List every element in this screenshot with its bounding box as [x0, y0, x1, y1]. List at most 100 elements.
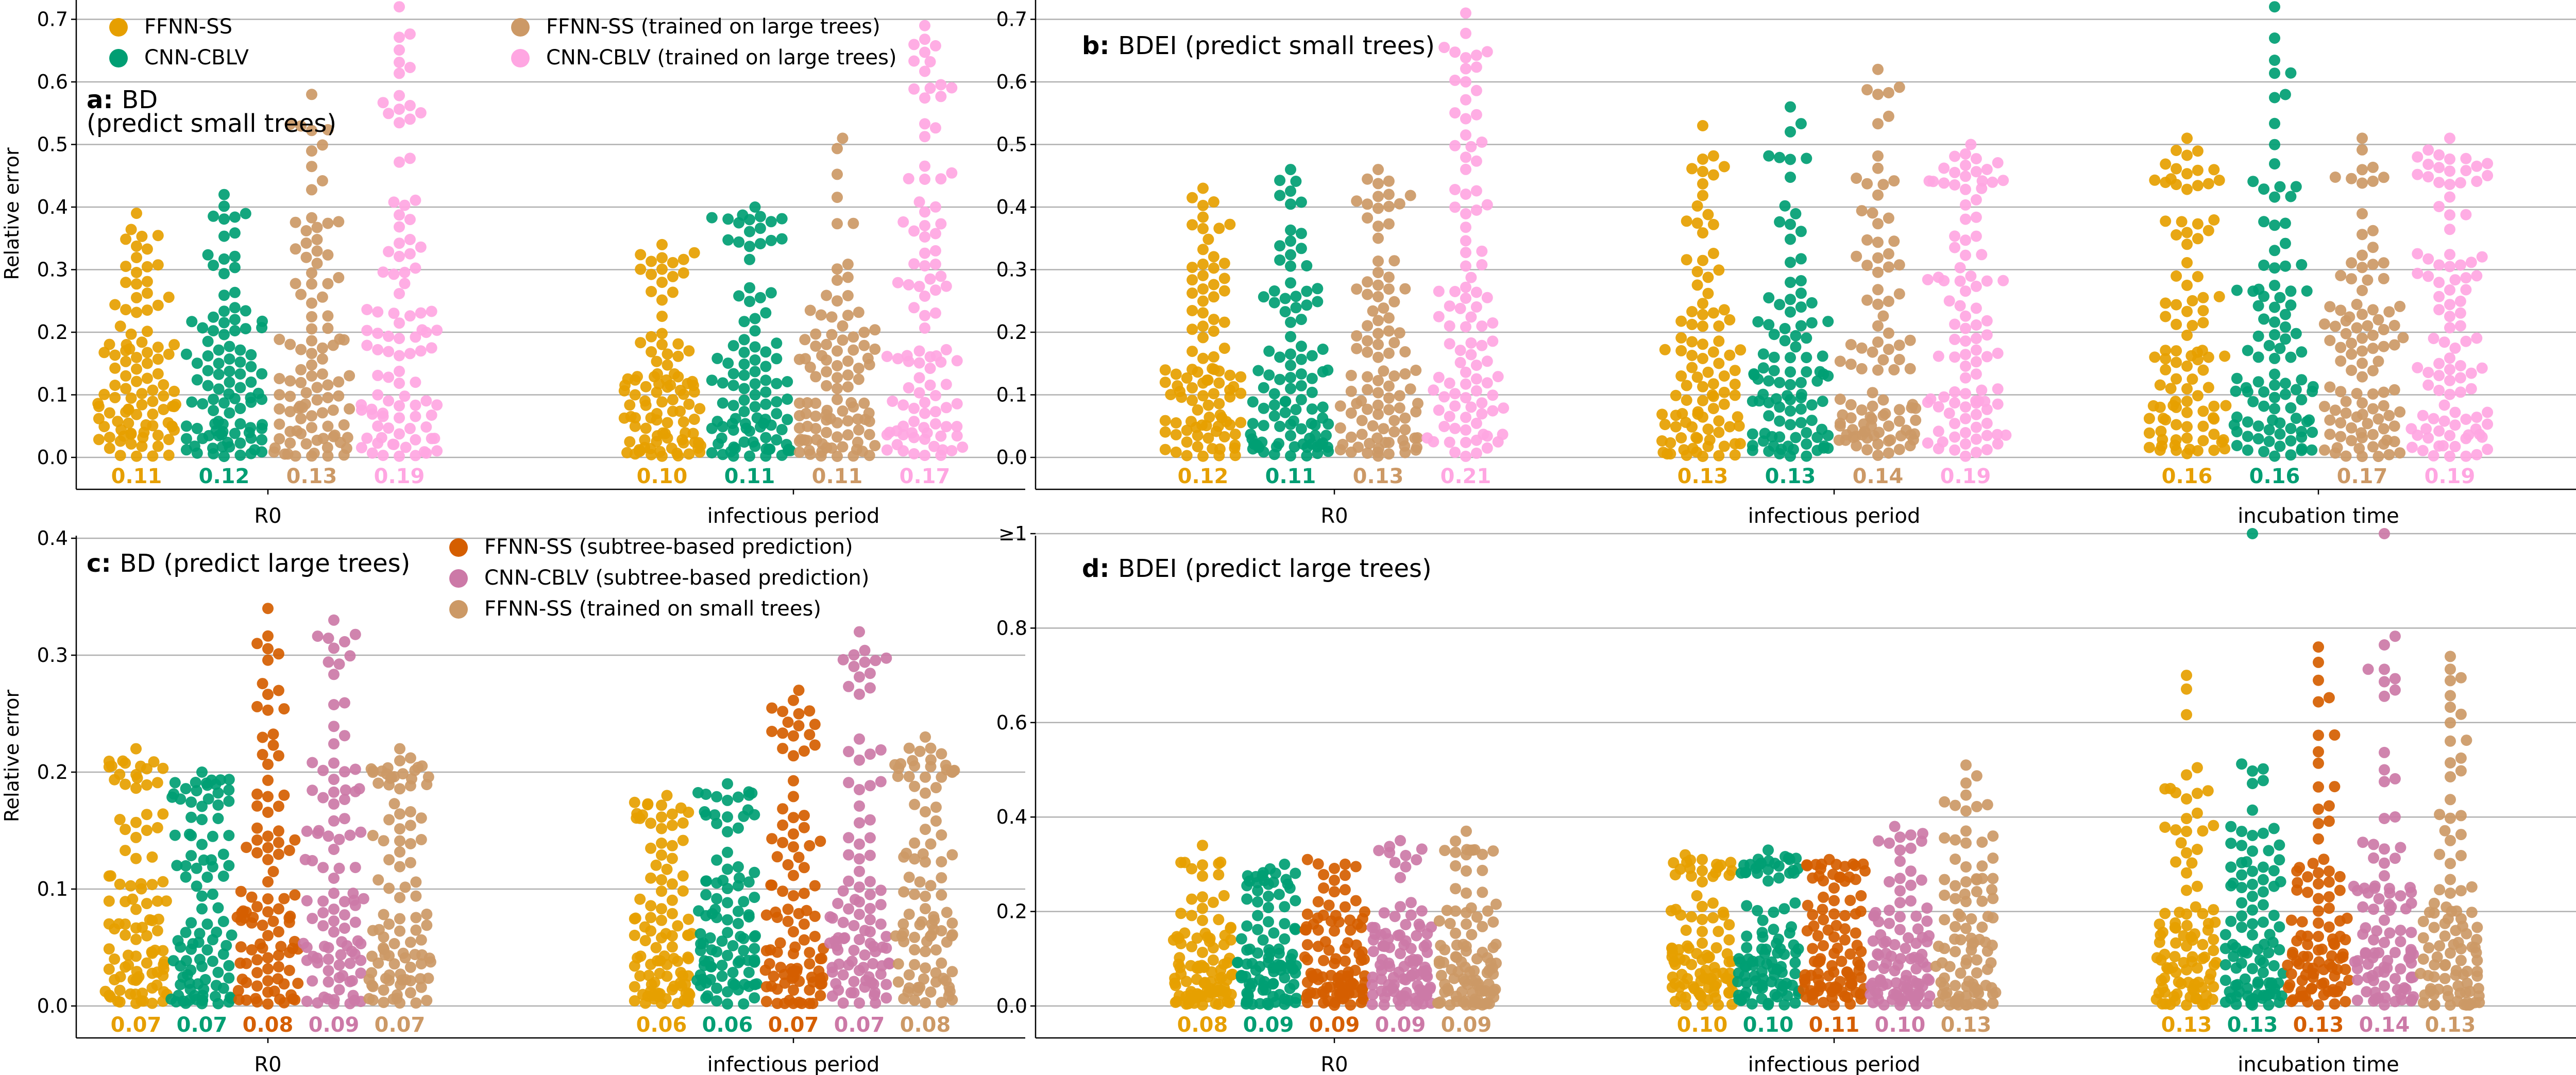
data-point: [919, 33, 930, 45]
data-point: [1482, 905, 1494, 917]
data-point: [1285, 450, 1296, 462]
data-point: [749, 954, 760, 966]
data-point: [1702, 287, 1714, 299]
data-point: [180, 871, 192, 883]
data-point: [646, 268, 657, 280]
data-point: [180, 433, 192, 445]
data-point: [864, 914, 876, 926]
data-point: [2472, 983, 2484, 994]
data-point: [1885, 434, 1896, 446]
data-point: [1433, 285, 1445, 297]
data-point: [2470, 423, 2482, 435]
data-point: [1901, 969, 1912, 981]
data-point: [1197, 244, 1209, 255]
data-point: [1686, 350, 1698, 361]
data-point: [924, 82, 936, 94]
data-point: [394, 1, 405, 13]
data-point: [639, 935, 651, 947]
data-point: [312, 630, 324, 642]
data-point: [920, 787, 931, 799]
data-point: [903, 279, 914, 291]
data-point: [2269, 117, 2280, 129]
data-point: [1497, 429, 1509, 440]
data-point: [862, 352, 874, 364]
data-point: [2181, 813, 2192, 825]
data-point: [249, 444, 261, 456]
data-point: [1318, 869, 1330, 880]
data-point: [854, 688, 865, 700]
data-point: [1718, 304, 1730, 316]
data-point: [1351, 343, 1363, 354]
data-point: [1960, 213, 1971, 225]
data-point: [1832, 942, 1843, 954]
data-point: [2372, 413, 2384, 425]
data-point: [1433, 404, 1445, 416]
data-point: [1884, 905, 1895, 916]
data-point: [238, 905, 249, 917]
data-point: [768, 970, 779, 982]
data-point: [798, 862, 810, 874]
data-point: [2460, 272, 2472, 284]
data-point: [1218, 285, 1230, 297]
data-point: [776, 213, 788, 225]
data-point: [1818, 914, 1829, 926]
data-point: [125, 880, 137, 892]
data-point: [821, 289, 833, 301]
data-point: [1435, 940, 1447, 951]
data-point: [1267, 876, 1279, 888]
data-point: [727, 340, 739, 352]
data-point: [1197, 270, 1209, 281]
data-point: [1329, 863, 1340, 874]
data-point: [1460, 378, 1471, 390]
x-category-label: infectious period: [1748, 504, 1921, 528]
data-point: [1291, 993, 1302, 1004]
data-point: [383, 346, 395, 357]
data-point: [1362, 212, 1374, 224]
data-point: [1279, 901, 1291, 913]
data-point: [316, 175, 328, 186]
data-point: [327, 404, 339, 416]
data-point: [366, 950, 378, 962]
data-point: [2313, 893, 2324, 905]
data-point: [749, 389, 761, 401]
data-point: [920, 903, 931, 915]
data-point: [1949, 351, 1961, 363]
data-point: [2449, 342, 2461, 354]
data-point: [344, 403, 355, 415]
data-point: [2318, 444, 2330, 456]
data-point: [936, 872, 947, 884]
data-point: [1976, 922, 1988, 933]
data-point: [191, 785, 202, 797]
data-point: [262, 893, 274, 905]
data-point: [777, 885, 789, 897]
data-point: [1460, 52, 1471, 64]
data-point: [1372, 202, 1384, 214]
data-point: [1159, 364, 1171, 376]
data-point: [1922, 973, 1934, 985]
data-point: [686, 928, 698, 940]
data-point: [1461, 825, 1472, 837]
data-point: [301, 825, 313, 837]
data-point: [394, 104, 405, 115]
data-point: [278, 703, 290, 715]
data-point: [410, 924, 422, 936]
data-point: [218, 317, 230, 329]
data-point: [2274, 839, 2285, 851]
data-point: [1960, 310, 1971, 322]
data-point: [290, 216, 301, 228]
data-point: [267, 739, 279, 751]
data-point: [1976, 860, 1988, 872]
data-point: [2236, 840, 2248, 851]
data-point: [333, 959, 345, 971]
panel-title: a: BD (predict small trees): [87, 86, 336, 138]
data-point: [2263, 424, 2275, 436]
data-point: [105, 870, 116, 882]
data-point: [1159, 426, 1171, 438]
data-point: [1970, 280, 1982, 292]
y-tick-label: 0.4: [996, 196, 1027, 218]
data-point: [2313, 641, 2324, 653]
data-point: [252, 387, 264, 399]
data-point: [1883, 248, 1894, 260]
data-point: [771, 353, 783, 365]
data-point: [2405, 944, 2417, 955]
